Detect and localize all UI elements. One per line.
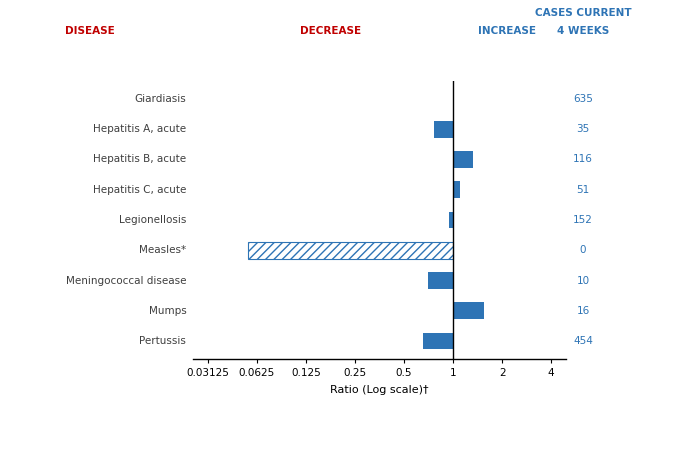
- Text: Measles*: Measles*: [139, 245, 186, 255]
- Text: 152: 152: [573, 215, 593, 225]
- Bar: [422, 333, 453, 349]
- Text: Pertussis: Pertussis: [139, 336, 186, 346]
- X-axis label: Ratio (Log scale)†: Ratio (Log scale)†: [331, 385, 428, 395]
- Text: 0: 0: [580, 245, 586, 255]
- Text: INCREASE: INCREASE: [478, 26, 536, 36]
- Text: 116: 116: [573, 154, 593, 164]
- Text: Hepatitis B, acute: Hepatitis B, acute: [93, 154, 186, 164]
- Text: 4 WEEKS: 4 WEEKS: [557, 26, 609, 36]
- Bar: [428, 272, 453, 289]
- Bar: [453, 303, 484, 319]
- Text: 35: 35: [576, 124, 590, 134]
- Bar: [453, 151, 473, 168]
- Text: Meningococcal disease: Meningococcal disease: [66, 276, 186, 286]
- Text: 51: 51: [576, 185, 590, 195]
- Text: Hepatitis C, acute: Hepatitis C, acute: [93, 185, 186, 195]
- Text: Giardiasis: Giardiasis: [135, 94, 186, 104]
- Text: DECREASE: DECREASE: [300, 26, 361, 36]
- Bar: [248, 242, 453, 259]
- Text: 635: 635: [573, 94, 593, 104]
- Text: Hepatitis A, acute: Hepatitis A, acute: [93, 124, 186, 134]
- Text: 10: 10: [576, 276, 590, 286]
- Bar: [433, 121, 453, 137]
- Text: 16: 16: [576, 306, 590, 316]
- Text: Legionellosis: Legionellosis: [119, 215, 186, 225]
- Text: Mumps: Mumps: [148, 306, 186, 316]
- Text: 454: 454: [573, 336, 593, 346]
- Bar: [449, 211, 453, 229]
- Bar: [453, 181, 460, 198]
- Text: DISEASE: DISEASE: [65, 26, 115, 36]
- Text: CASES CURRENT: CASES CURRENT: [535, 8, 631, 18]
